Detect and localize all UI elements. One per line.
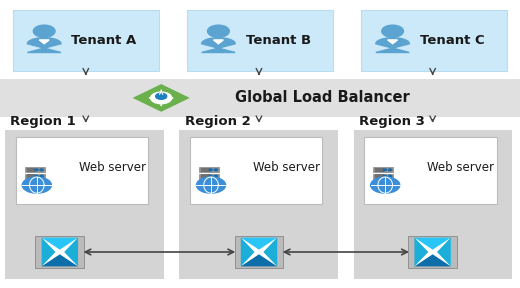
Text: Web server: Web server — [427, 161, 495, 174]
FancyBboxPatch shape — [375, 175, 384, 178]
FancyBboxPatch shape — [25, 174, 45, 179]
FancyBboxPatch shape — [187, 10, 333, 71]
Polygon shape — [414, 238, 451, 250]
FancyBboxPatch shape — [375, 168, 384, 172]
Text: Region 1: Region 1 — [10, 115, 76, 128]
Polygon shape — [42, 238, 56, 266]
Circle shape — [197, 177, 226, 193]
FancyBboxPatch shape — [199, 167, 219, 173]
FancyBboxPatch shape — [414, 238, 451, 266]
Polygon shape — [133, 84, 190, 112]
Polygon shape — [241, 238, 255, 266]
Text: Region 3: Region 3 — [359, 115, 425, 128]
Polygon shape — [42, 254, 78, 266]
Circle shape — [388, 175, 392, 177]
FancyBboxPatch shape — [201, 168, 210, 172]
Text: Region 2: Region 2 — [185, 115, 250, 128]
Circle shape — [40, 169, 43, 171]
Text: Global Load Balancer: Global Load Balancer — [235, 90, 410, 105]
FancyBboxPatch shape — [190, 137, 322, 204]
Text: Web server: Web server — [79, 161, 146, 174]
Text: Tenant B: Tenant B — [245, 34, 311, 47]
Polygon shape — [28, 38, 61, 52]
Polygon shape — [241, 238, 277, 250]
FancyBboxPatch shape — [25, 167, 45, 173]
FancyBboxPatch shape — [5, 130, 164, 279]
Polygon shape — [202, 38, 235, 52]
Text: Tenant A: Tenant A — [71, 34, 137, 47]
FancyBboxPatch shape — [241, 238, 277, 266]
Polygon shape — [263, 238, 277, 266]
FancyBboxPatch shape — [179, 130, 338, 279]
Circle shape — [35, 169, 38, 171]
Circle shape — [33, 25, 55, 37]
Circle shape — [151, 92, 172, 104]
Circle shape — [35, 175, 38, 177]
Polygon shape — [414, 254, 451, 266]
FancyBboxPatch shape — [373, 167, 393, 173]
Circle shape — [383, 175, 386, 177]
Polygon shape — [42, 238, 78, 250]
Circle shape — [155, 93, 167, 99]
Circle shape — [22, 177, 51, 193]
Polygon shape — [388, 40, 397, 44]
FancyBboxPatch shape — [13, 10, 159, 71]
Circle shape — [40, 175, 43, 177]
Polygon shape — [241, 254, 277, 266]
Circle shape — [214, 175, 217, 177]
Circle shape — [209, 175, 212, 177]
FancyBboxPatch shape — [408, 236, 457, 268]
Polygon shape — [376, 38, 409, 52]
FancyBboxPatch shape — [235, 236, 283, 268]
Polygon shape — [213, 40, 224, 44]
Polygon shape — [414, 238, 428, 266]
Circle shape — [382, 25, 404, 37]
Circle shape — [209, 169, 212, 171]
FancyBboxPatch shape — [0, 79, 520, 117]
FancyBboxPatch shape — [16, 137, 148, 204]
Circle shape — [388, 169, 392, 171]
Text: Web server: Web server — [253, 161, 320, 174]
FancyBboxPatch shape — [373, 174, 393, 179]
Polygon shape — [64, 238, 78, 266]
FancyBboxPatch shape — [27, 168, 35, 172]
FancyBboxPatch shape — [364, 137, 497, 204]
FancyBboxPatch shape — [27, 175, 35, 178]
FancyBboxPatch shape — [354, 130, 512, 279]
FancyBboxPatch shape — [199, 174, 219, 179]
Circle shape — [214, 169, 217, 171]
FancyBboxPatch shape — [201, 175, 210, 178]
Circle shape — [207, 25, 229, 37]
FancyBboxPatch shape — [42, 238, 78, 266]
Polygon shape — [437, 238, 451, 266]
FancyBboxPatch shape — [361, 10, 507, 71]
Circle shape — [383, 169, 386, 171]
Polygon shape — [40, 40, 49, 44]
FancyBboxPatch shape — [35, 236, 84, 268]
Text: Tenant C: Tenant C — [420, 34, 485, 47]
Circle shape — [371, 177, 400, 193]
